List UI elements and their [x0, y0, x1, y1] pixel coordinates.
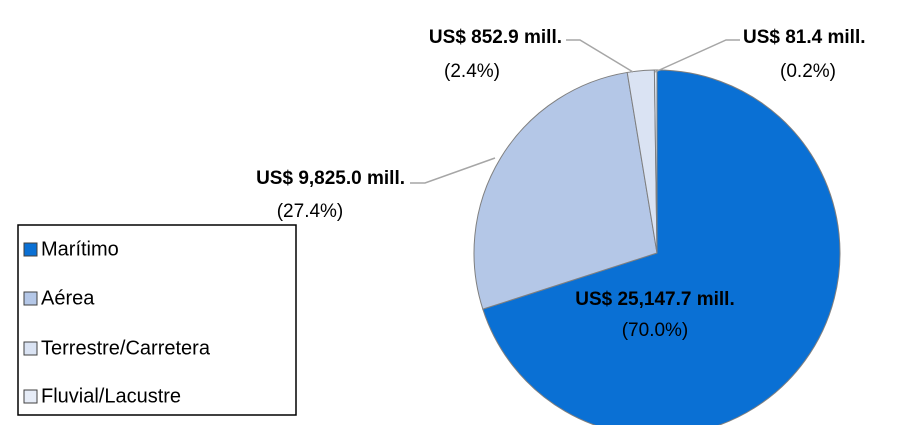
- percent-label: (27.4%): [277, 201, 344, 222]
- pie-slice: [482, 69, 841, 425]
- legend-label: Aérea: [41, 287, 95, 309]
- percent-label: (2.4%): [444, 61, 500, 82]
- data-label: US$ 9,825.0 mill.: [256, 168, 405, 189]
- legend-swatch: [23, 242, 38, 257]
- leader-line: [410, 157, 496, 184]
- legend-swatch: [23, 291, 38, 306]
- pie-slice: [473, 71, 658, 310]
- legend-label: Fluvial/Lacustre: [41, 385, 181, 407]
- legend-label: Marítimo: [41, 238, 119, 260]
- data-label: US$ 852.9 mill.: [429, 27, 562, 48]
- legend-swatch: [23, 341, 38, 356]
- legend-box: [17, 224, 297, 416]
- data-label: US$ 81.4 mill.: [743, 27, 866, 48]
- leader-line: [654, 39, 740, 73]
- data-label: US$ 25,147.7 mill.: [575, 289, 735, 310]
- percent-label: (70.0%): [622, 320, 689, 341]
- pie-slice: [653, 69, 658, 254]
- legend-label: Terrestre/Carretera: [41, 337, 211, 359]
- leader-line: [566, 39, 634, 73]
- percent-label: (0.2%): [780, 61, 836, 82]
- legend-swatch: [23, 389, 38, 404]
